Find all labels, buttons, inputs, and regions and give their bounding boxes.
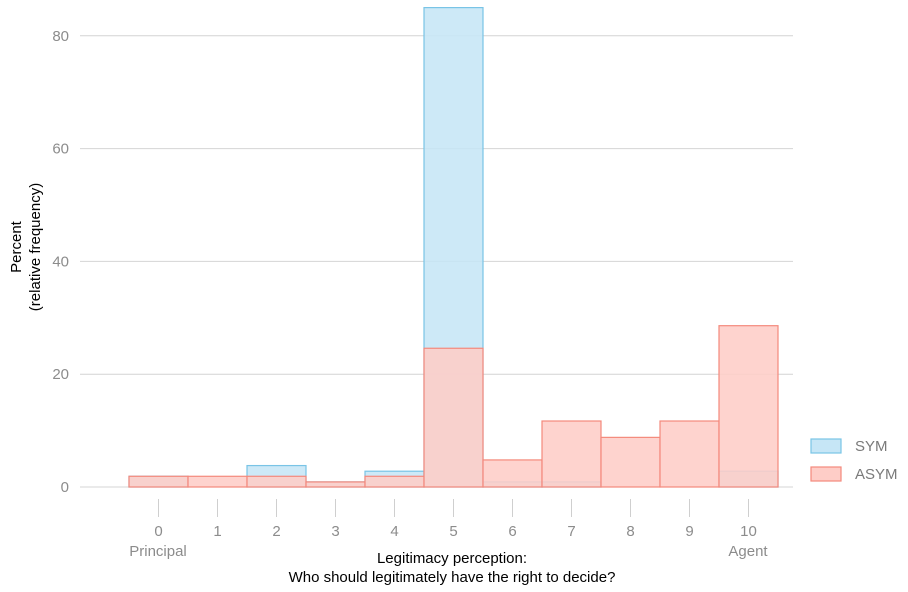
asym-bars [128,325,779,488]
y-tick-label: 20 [52,366,69,383]
x-tick-label: 10 [740,523,757,540]
asym-bar [482,459,543,488]
y-tick-label: 60 [52,141,69,158]
asym-bar [659,420,720,488]
x-endpoint-right-label: Agent [728,543,768,560]
asym-bar [128,475,189,488]
x-tick-label: 4 [390,523,398,540]
asym-bar [600,436,661,488]
asym-bar [305,481,366,488]
legend-swatch-sym [810,438,842,454]
asym-bar [718,325,779,488]
asym-bar [364,475,425,488]
x-axis-title-line-1: Legitimacy perception: [377,550,527,567]
asym-bar [423,347,484,488]
legend: SYM ASYM [810,438,898,483]
y-tick-label: 80 [52,28,69,45]
y-axis-title-line-1: Percent [8,220,25,273]
x-tick-label: 5 [449,523,457,540]
x-endpoint-left-label: Principal [129,543,187,560]
x-tick-label: 2 [272,523,280,540]
y-tick-labels: 0 20 40 60 80 [52,28,69,496]
legend-swatch-asym [810,466,842,482]
x-tick-label: 9 [685,523,693,540]
y-tick-label: 40 [52,253,69,270]
x-tick-label: 7 [567,523,575,540]
legend-label-asym: ASYM [855,466,898,483]
asym-bar [541,420,602,488]
x-tick-label: 6 [508,523,516,540]
x-tick-label: 1 [213,523,221,540]
asym-bar [187,475,248,488]
x-tick-label: 8 [626,523,634,540]
x-tick-label: 0 [154,523,162,540]
legend-label-sym: SYM [855,438,888,455]
y-tick-label: 0 [61,479,69,496]
x-tick-labels: 0 1 2 3 4 5 6 7 8 9 10 [154,499,757,540]
asym-bar [246,475,307,488]
y-axis-title-line-2: (relative frequency) [27,183,44,311]
x-axis-title-line-2: Who should legitimately have the right t… [289,569,616,586]
x-tick-label: 3 [331,523,339,540]
